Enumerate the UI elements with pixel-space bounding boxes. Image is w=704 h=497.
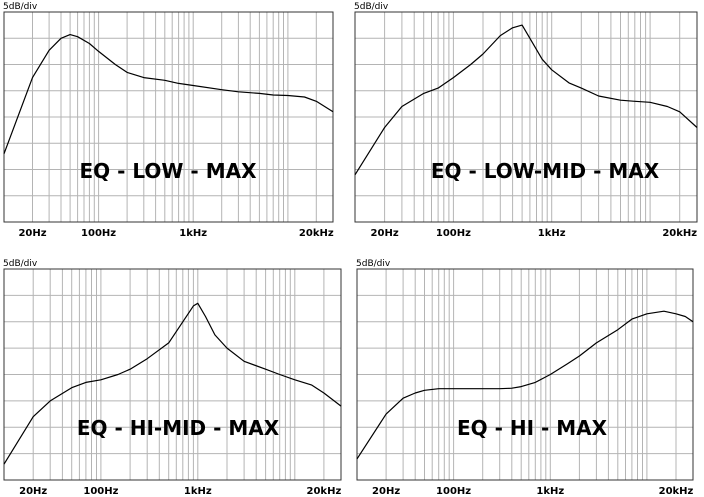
chart-title: EQ - HI-MID - MAX [77,416,280,440]
x-tick-label: 20Hz [19,486,47,497]
x-tick-label: 1kHz [538,228,566,239]
unit-label: 5dB/div [3,2,38,12]
unit-label: 5dB/div [354,2,389,12]
x-tick-label: 20Hz [371,228,399,239]
plot-frame [356,268,694,481]
chart-panel-3: 5dB/div 20Hz 100Hz 1kHz 20kHz EQ - HI-MID - M… [3,259,342,497]
x-tick-label: 1kHz [179,228,207,239]
grid [357,269,693,480]
grid [4,269,341,480]
x-tick-label: 1kHz [536,486,564,497]
chart-title: EQ - HI - MAX [457,416,608,440]
x-tick-label: 20kHz [659,486,694,497]
chart-panel-1: 5dB/div 20Hz 100Hz 1kHz 20kHz EQ - LOW - MAX [3,2,334,239]
response-curve [354,24,698,176]
plot-frame [3,11,334,223]
x-tick-label: 20kHz [307,486,342,497]
x-tick-label: 20Hz [372,486,400,497]
x-tick-label: 100Hz [436,486,471,497]
chart-panel-2: 5dB/div 20Hz 100Hz 1kHz 20kHz EQ - LOW-MID - … [354,2,698,239]
unit-label: 5dB/div [356,259,391,269]
response-curve [3,33,334,155]
chart-title: EQ - LOW - MAX [79,159,257,183]
x-tick-label: 20Hz [18,228,46,239]
x-tick-label: 1kHz [184,486,212,497]
chart-panel-4: 5dB/div 20Hz 100Hz 1kHz 20kHz EQ - HI - MAX [356,259,694,497]
grid [355,12,697,222]
plot-frame [3,268,342,481]
grid [4,12,333,222]
x-tick-label: 100Hz [436,228,471,239]
unit-label: 5dB/div [3,259,38,269]
plot-frame [354,11,698,223]
x-tick-label: 20kHz [299,228,334,239]
response-curve [356,310,694,460]
x-tick-label: 100Hz [83,486,118,497]
response-curve [3,302,342,465]
chart-title: EQ - LOW-MID - MAX [431,159,660,183]
x-tick-label: 100Hz [81,228,116,239]
x-tick-label: 20kHz [662,228,697,239]
